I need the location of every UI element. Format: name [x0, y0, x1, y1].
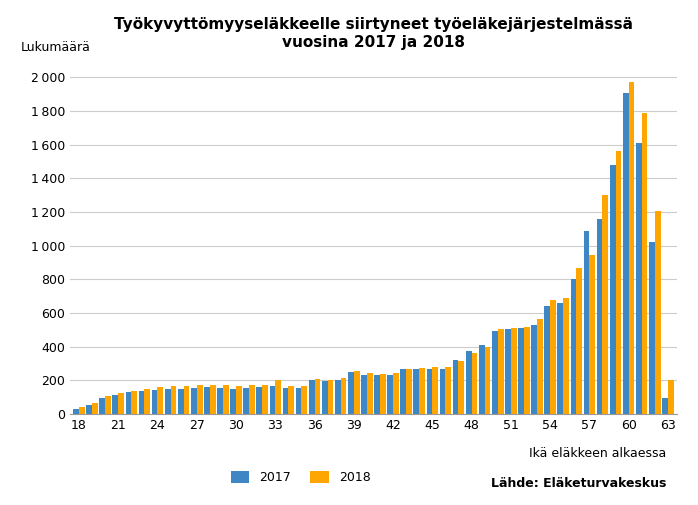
Bar [296, 388, 302, 414]
Bar [616, 150, 621, 414]
Bar [249, 385, 255, 414]
Bar [73, 409, 79, 414]
Text: Lukumäärä: Lukumäärä [21, 40, 91, 54]
Bar [432, 367, 438, 414]
Bar [584, 231, 589, 414]
Bar [589, 255, 595, 414]
Bar [151, 390, 158, 414]
Bar [112, 395, 118, 414]
Bar [602, 195, 608, 414]
Bar [655, 211, 660, 414]
Bar [178, 389, 184, 414]
Bar [139, 390, 144, 414]
Text: Ikä eläkkeen alkaessa: Ikä eläkkeen alkaessa [529, 447, 667, 460]
Bar [649, 241, 655, 414]
Legend: 2017, 2018: 2017, 2018 [225, 466, 376, 489]
Bar [413, 369, 419, 414]
Bar [197, 385, 202, 414]
Text: Lähde: Eläketurvakeskus: Lähde: Eläketurvakeskus [491, 477, 667, 490]
Bar [544, 306, 550, 414]
Bar [419, 368, 425, 414]
Bar [610, 165, 616, 414]
Bar [472, 352, 477, 414]
Bar [327, 380, 334, 414]
Bar [466, 351, 472, 414]
Bar [393, 373, 399, 414]
Bar [492, 331, 498, 414]
Bar [367, 373, 373, 414]
Bar [445, 367, 451, 414]
Bar [99, 398, 105, 414]
Bar [309, 380, 315, 414]
Bar [498, 329, 503, 414]
Bar [288, 386, 294, 414]
Bar [158, 387, 163, 414]
Bar [511, 328, 517, 414]
Bar [283, 388, 288, 414]
Bar [453, 360, 459, 414]
Bar [406, 369, 412, 414]
Bar [126, 392, 131, 414]
Bar [191, 388, 197, 414]
Bar [170, 386, 177, 414]
Bar [210, 385, 216, 414]
Bar [361, 375, 367, 414]
Bar [570, 279, 577, 414]
Title: Työkyvyttömyyseläkkeelle siirtyneet työeläkejärjestelmässä
vuosina 2017 ja 2018: Työkyvyttömyyseläkkeelle siirtyneet työe… [114, 17, 633, 49]
Bar [230, 389, 236, 414]
Bar [577, 268, 582, 414]
Bar [262, 385, 268, 414]
Bar [118, 393, 124, 414]
Bar [374, 375, 380, 414]
Bar [269, 386, 275, 414]
Bar [184, 386, 189, 414]
Bar [87, 405, 92, 414]
Bar [563, 298, 569, 414]
Bar [79, 407, 84, 414]
Bar [531, 325, 537, 414]
Bar [558, 303, 563, 414]
Bar [217, 388, 223, 414]
Bar [440, 370, 445, 414]
Bar [387, 375, 393, 414]
Bar [518, 328, 524, 414]
Bar [92, 403, 98, 414]
Bar [662, 398, 668, 414]
Bar [426, 369, 432, 414]
Bar [623, 93, 629, 414]
Bar [629, 82, 634, 414]
Bar [236, 386, 242, 414]
Bar [550, 299, 556, 414]
Bar [641, 113, 648, 414]
Bar [380, 374, 386, 414]
Bar [131, 390, 137, 414]
Bar [354, 371, 359, 414]
Bar [668, 380, 674, 414]
Bar [315, 379, 320, 414]
Bar [302, 386, 307, 414]
Bar [484, 347, 491, 414]
Bar [165, 389, 170, 414]
Bar [597, 219, 602, 414]
Bar [537, 319, 543, 414]
Bar [505, 329, 511, 414]
Bar [105, 396, 111, 414]
Bar [223, 385, 229, 414]
Bar [459, 361, 464, 414]
Bar [144, 389, 150, 414]
Bar [204, 387, 210, 414]
Bar [341, 378, 346, 414]
Bar [256, 387, 262, 414]
Bar [348, 372, 354, 414]
Bar [524, 327, 530, 414]
Bar [401, 370, 406, 414]
Bar [322, 381, 327, 414]
Bar [275, 380, 281, 414]
Bar [636, 143, 641, 414]
Bar [479, 345, 484, 414]
Bar [335, 380, 341, 414]
Bar [244, 388, 249, 414]
